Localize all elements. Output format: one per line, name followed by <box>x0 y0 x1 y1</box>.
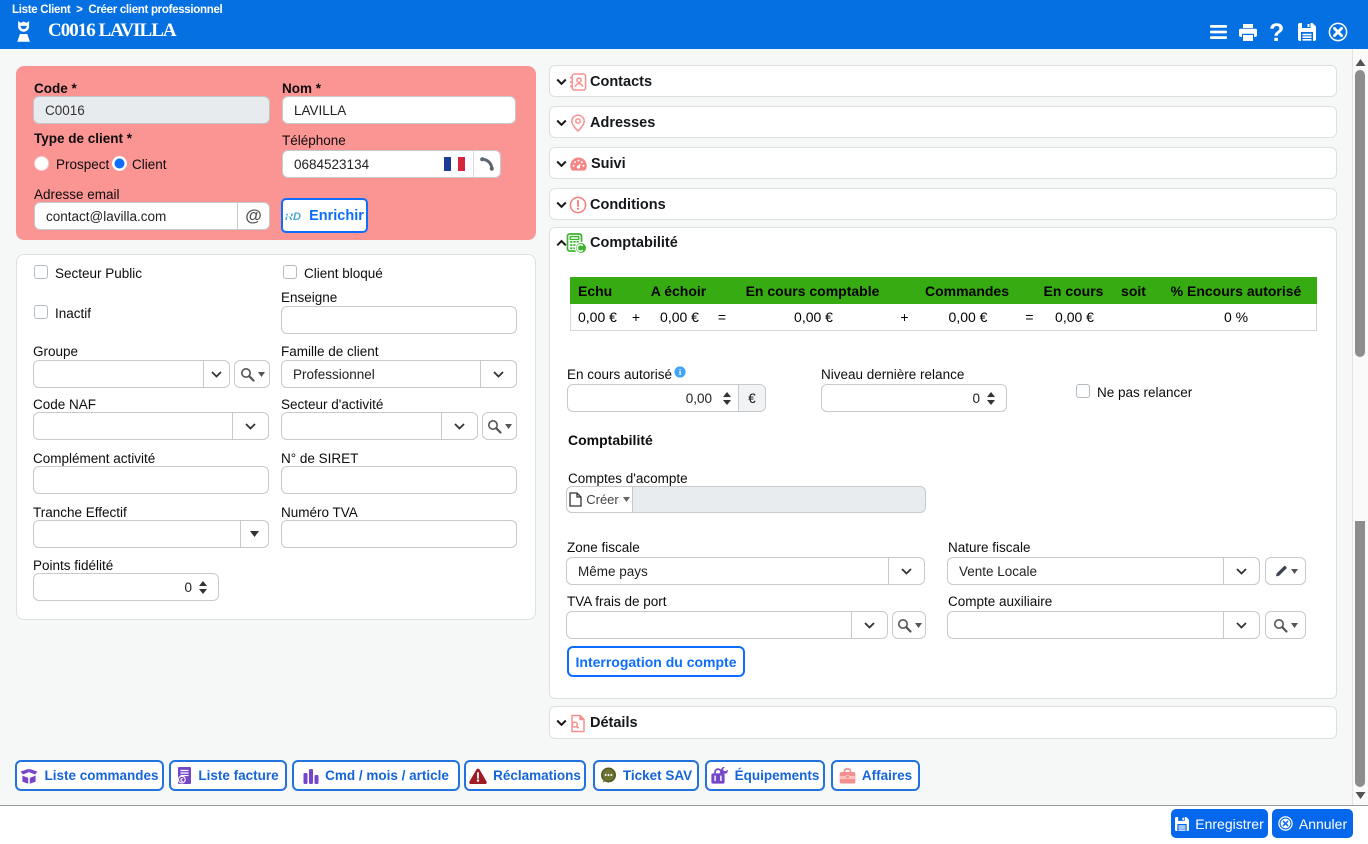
svg-text:RD: RD <box>285 211 301 222</box>
svg-text:i: i <box>679 367 682 377</box>
svg-text:€: € <box>181 778 184 784</box>
